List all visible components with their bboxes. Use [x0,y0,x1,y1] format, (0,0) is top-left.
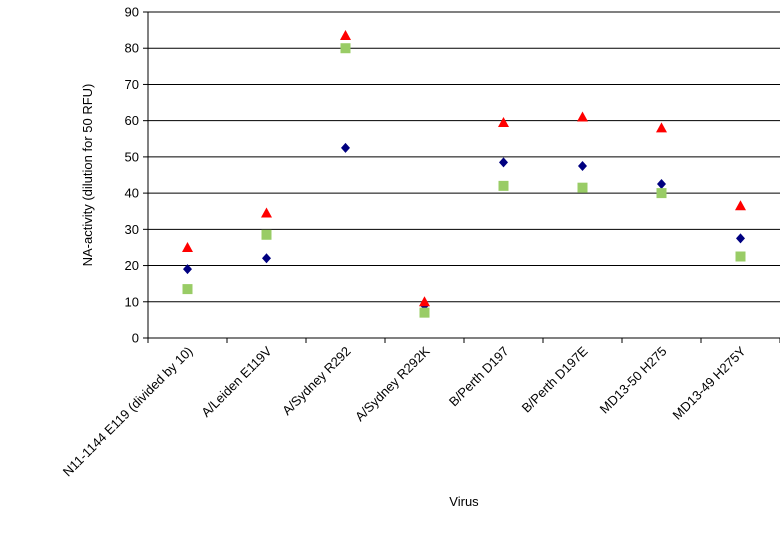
point-triangle [261,207,272,218]
x-tick-label: MD13-50 H275 [597,344,670,417]
point-square [735,251,746,262]
axes [147,12,780,339]
y-tick-label: 10 [125,294,139,309]
point-diamond [262,253,271,264]
x-tick-label: A/Sydney R292 [279,344,353,418]
gridlines [148,11,780,303]
y-ticks: 0 10 20 30 40 50 60 70 80 90 [125,5,148,346]
x-tick-label: A/Sydney R292K [352,343,433,424]
point-triangle [656,122,667,133]
point-diamond [578,160,587,171]
point-square [340,43,351,54]
point-triangle [419,296,430,307]
point-diamond [657,179,666,190]
y-tick-label: 30 [125,222,139,237]
y-tick-label: 20 [125,258,139,273]
point-triangle [340,30,351,41]
point-diamond [499,157,508,168]
y-tick-label: 70 [125,77,139,92]
data-points [182,30,746,318]
point-triangle [577,111,588,122]
point-square [577,182,588,193]
y-tick-label: 80 [125,41,139,56]
point-square [419,307,430,318]
point-square [656,188,667,199]
point-triangle [498,116,509,127]
point-triangle [735,200,746,211]
x-ticks: N11-1144 E119 (divided by 10) A/Leiden E1… [60,338,780,479]
point-diamond [183,264,192,275]
y-tick-label: 60 [125,113,139,128]
x-tick-label: A/Leiden E119V [198,343,275,420]
x-tick-label: B/Perth D197E [519,343,591,415]
x-tick-label: MD13-49 H275Y [670,343,749,422]
y-tick-label: 40 [125,186,139,201]
y-tick-label: 0 [132,331,139,346]
point-square [498,180,509,191]
x-tick-label: B/Perth D197 [446,344,512,410]
point-square [182,284,193,295]
x-axis-title: Virus [449,494,479,509]
point-diamond [341,142,350,153]
point-triangle [182,241,193,252]
y-tick-label: 90 [125,5,139,20]
point-square [261,229,272,240]
y-tick-label: 50 [125,149,139,164]
x-tick-label: N11-1144 E119 (divided by 10) [60,344,196,480]
point-diamond [736,233,745,244]
y-axis-title: NA-activity (dilution for 50 RFU) [80,84,95,267]
